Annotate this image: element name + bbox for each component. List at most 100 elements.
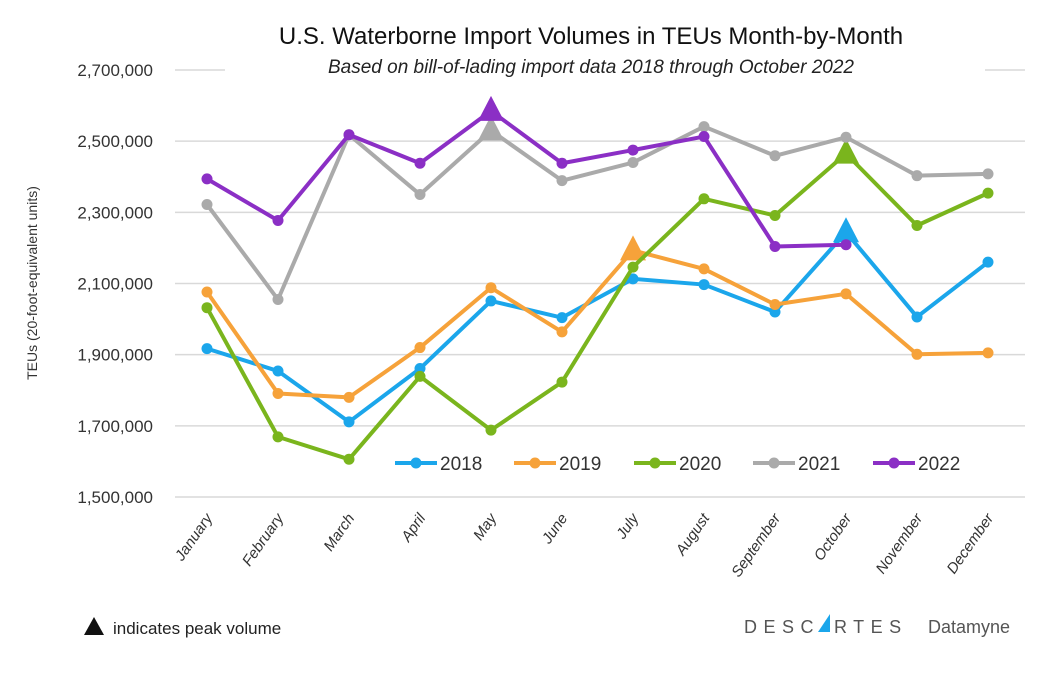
data-point-2022 (698, 131, 710, 143)
peak-note: indicates peak volume (84, 617, 281, 638)
series-2021 (201, 115, 994, 306)
data-point-2018 (627, 273, 639, 285)
y-tick-label: 1,900,000 (77, 346, 153, 365)
data-point-2019 (272, 387, 284, 399)
data-point-2018 (982, 256, 994, 268)
data-point-2021 (272, 294, 284, 306)
chart-title: U.S. Waterborne Import Volumes in TEUs M… (279, 23, 903, 50)
y-axis-label: TEUs (20-foot-equivalent units) (24, 186, 40, 380)
data-point-2020 (556, 376, 568, 388)
x-tick-label: June (538, 511, 571, 548)
data-point-2020 (627, 261, 639, 273)
data-point-2022 (627, 144, 639, 156)
legend-marker-2021 (768, 457, 780, 469)
data-point-2018 (343, 416, 355, 428)
legend-label-2021: 2021 (798, 454, 840, 475)
gridlines (175, 69, 1025, 498)
x-tick-label: August (672, 510, 714, 560)
x-tick-label: July (612, 509, 643, 543)
data-point-2019 (414, 342, 426, 354)
series-group (201, 95, 994, 465)
y-tick-label: 2,100,000 (77, 275, 153, 294)
peak-marker-2018 (833, 217, 859, 243)
data-point-2021 (769, 150, 781, 162)
data-point-2021 (414, 189, 426, 201)
data-point-2022 (201, 173, 213, 185)
y-tick-label: 2,300,000 (77, 203, 153, 222)
data-point-2019 (982, 347, 994, 359)
logo-brand-rest: RTES (834, 617, 908, 637)
triangle-icon (84, 617, 104, 635)
peak-note-text: indicates peak volume (113, 619, 281, 638)
data-point-2018 (414, 363, 426, 375)
legend-label-2022: 2022 (918, 454, 960, 475)
data-point-2021 (698, 121, 710, 133)
y-axis-ticks: 1,500,000 1,700,000 1,900,000 2,100,000 2,30… (77, 61, 153, 507)
y-tick-label: 2,700,000 (77, 61, 153, 80)
logo-accent-mark (818, 614, 830, 632)
logo-suffix: Datamyne (928, 617, 1010, 637)
logo-brand: DESC (744, 617, 820, 637)
data-point-2020 (201, 302, 213, 314)
x-tick-label: October (811, 510, 856, 564)
data-point-2020 (343, 453, 355, 465)
x-tick-label: January (171, 509, 217, 565)
data-point-2020 (911, 219, 923, 231)
descartes-logo: DESC RTES Datamyne (744, 614, 1010, 637)
x-tick-label: December (944, 510, 998, 577)
data-point-2019 (840, 288, 852, 300)
legend-marker-2020 (649, 457, 661, 469)
legend-label-2018: 2018 (440, 454, 482, 475)
x-tick-label: November (873, 510, 927, 577)
data-point-2018 (556, 312, 568, 324)
data-point-2019 (343, 391, 355, 403)
y-tick-label: 2,500,000 (77, 132, 153, 151)
data-point-2019 (911, 348, 923, 360)
data-point-2019 (698, 263, 710, 275)
data-point-2022 (414, 157, 426, 169)
y-tick-label: 1,500,000 (77, 488, 153, 507)
data-point-2022 (769, 240, 781, 252)
peak-marker-2020 (833, 138, 859, 164)
data-point-2022 (840, 239, 852, 251)
data-point-2020 (485, 424, 497, 436)
data-point-2021 (840, 131, 852, 143)
data-point-2018 (485, 295, 497, 307)
series-line-2021 (205, 124, 989, 302)
peak-marker-2019 (620, 235, 646, 261)
x-tick-label: September (728, 510, 785, 581)
series-2022 (201, 95, 852, 252)
x-tick-label: March (320, 511, 358, 555)
data-point-2020 (414, 370, 426, 382)
data-point-2019 (485, 282, 497, 294)
data-point-2020 (698, 193, 710, 205)
title-background (225, 18, 985, 82)
data-point-2018 (201, 343, 213, 355)
chart-subtitle: Based on bill-of-lading import data 2018… (328, 57, 854, 78)
x-tick-label: April (398, 510, 430, 546)
series-2020 (201, 138, 994, 465)
series-2019 (201, 235, 994, 403)
data-point-2019 (769, 298, 781, 310)
x-tick-label: May (470, 509, 501, 543)
data-point-2019 (201, 286, 213, 298)
legend-marker-2019 (529, 457, 541, 469)
data-point-2020 (769, 210, 781, 222)
data-point-2018 (272, 365, 284, 377)
series-line-2020 (205, 151, 989, 462)
series-line-2019 (205, 248, 989, 400)
legend-marker-2018 (410, 457, 422, 469)
peak-marker-2021 (478, 115, 504, 141)
data-point-2022 (272, 215, 284, 227)
legend-label-2020: 2020 (679, 454, 721, 475)
series-line-2022 (205, 108, 847, 249)
data-point-2021 (627, 157, 639, 169)
data-point-2021 (982, 168, 994, 180)
y-tick-label: 1,700,000 (77, 417, 153, 436)
x-tick-label: February (239, 509, 288, 569)
legend: 2018 2019 2020 2021 2022 (395, 454, 960, 475)
data-point-2021 (556, 175, 568, 187)
data-point-2020 (272, 431, 284, 443)
data-point-2019 (556, 326, 568, 338)
